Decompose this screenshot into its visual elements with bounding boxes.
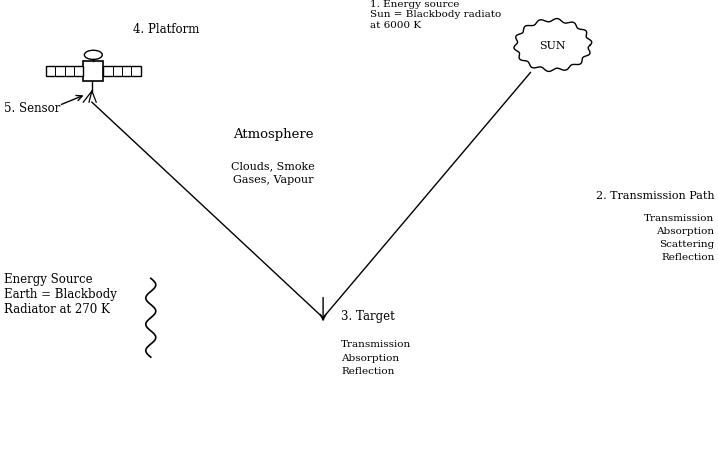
Text: 1. Energy source
Sun = Blackbody radiato
at 6000 K: 1. Energy source Sun = Blackbody radiato… xyxy=(370,0,501,30)
Text: 5. Sensor: 5. Sensor xyxy=(4,102,60,115)
Text: Energy Source
Earth = Blackbody
Radiator at 270 K: Energy Source Earth = Blackbody Radiator… xyxy=(4,272,116,315)
FancyBboxPatch shape xyxy=(103,67,141,77)
Text: Atmosphere: Atmosphere xyxy=(233,128,313,141)
Text: 2. Transmission Path: 2. Transmission Path xyxy=(596,190,714,200)
FancyBboxPatch shape xyxy=(83,62,103,82)
Text: Transmission
Absorption
Scattering
Reflection: Transmission Absorption Scattering Refle… xyxy=(644,213,714,262)
Text: SUN: SUN xyxy=(539,41,567,51)
Text: Transmission
Absorption
Reflection: Transmission Absorption Reflection xyxy=(341,340,411,375)
Text: Clouds, Smoke
Gases, Vapour: Clouds, Smoke Gases, Vapour xyxy=(231,161,314,185)
Text: 3. Target: 3. Target xyxy=(341,309,395,323)
Text: 4. Platform: 4. Platform xyxy=(133,23,199,36)
FancyBboxPatch shape xyxy=(46,67,83,77)
